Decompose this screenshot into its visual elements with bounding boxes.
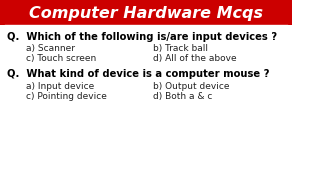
FancyBboxPatch shape (0, 0, 292, 25)
Text: Q.  What kind of device is a computer mouse ?: Q. What kind of device is a computer mou… (7, 69, 270, 79)
Text: Computer Hardware Mcqs: Computer Hardware Mcqs (29, 6, 263, 21)
Text: c) Touch screen: c) Touch screen (26, 53, 96, 62)
Text: d) All of the above: d) All of the above (153, 53, 237, 62)
Text: a) Scanner: a) Scanner (26, 44, 75, 53)
Text: a) Input device: a) Input device (26, 82, 94, 91)
Text: Q.  Which of the following is/are input devices ?: Q. Which of the following is/are input d… (7, 32, 277, 42)
Text: c) Pointing device: c) Pointing device (26, 91, 106, 100)
Text: b) Track ball: b) Track ball (153, 44, 208, 53)
Text: b) Output device: b) Output device (153, 82, 230, 91)
Text: d) Both a & c: d) Both a & c (153, 91, 212, 100)
